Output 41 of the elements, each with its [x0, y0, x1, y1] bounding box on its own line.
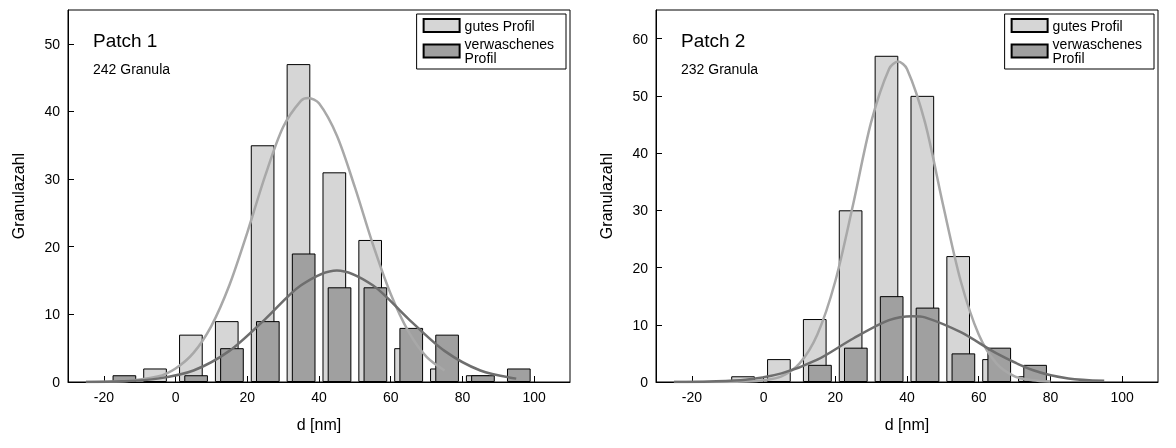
- x-axis-title: d [nm]: [884, 415, 930, 433]
- legend-label: verwaschenes Profil: [1052, 36, 1147, 66]
- line-series: [84, 269, 518, 384]
- x-tick-label: 80: [1042, 389, 1059, 405]
- x-tick-label: 40: [899, 389, 915, 405]
- text: 232 Granula: [681, 61, 759, 77]
- y-tick-label: 40: [632, 145, 649, 162]
- y-tick-label: 0: [640, 374, 649, 390]
- y-tick-label: 30: [632, 202, 649, 219]
- x-tick-label: 60: [382, 389, 399, 405]
- legend-label: verwaschenes Profil: [464, 36, 559, 66]
- y-tick-label: 60: [632, 30, 649, 47]
- line-series: [672, 314, 1106, 384]
- x-tick-label: 20: [827, 389, 844, 405]
- text: Patch 1: [93, 30, 158, 51]
- x-tick-label: 0: [171, 389, 180, 405]
- y-tick-label: 50: [44, 35, 61, 52]
- y-axis-title: Granulazahl: [9, 152, 27, 240]
- y-tick-label: 20: [44, 238, 61, 255]
- x-tick-label: 100: [522, 389, 547, 405]
- x-tick-label: -20: [93, 389, 115, 405]
- x-tick-label: 20: [239, 389, 256, 405]
- y-tick-label: 40: [44, 103, 61, 120]
- y-tick-label: 50: [632, 87, 649, 104]
- x-tick-label: -20: [681, 389, 703, 405]
- x-tick-label: 40: [311, 389, 327, 405]
- y-tick-label: 10: [44, 306, 61, 323]
- x-tick-label: 60: [970, 389, 987, 405]
- y-tick-label: 30: [44, 171, 61, 188]
- x-axis-title: d [nm]: [296, 415, 342, 433]
- text: Patch 2: [681, 30, 746, 51]
- x-tick-label: 100: [1110, 389, 1135, 405]
- y-tick-label: 10: [632, 316, 649, 333]
- y-tick-label: 20: [632, 259, 649, 276]
- text: 242 Granula: [93, 61, 171, 77]
- y-axis-title: Granulazahl: [597, 152, 615, 240]
- legend-label: gutes Profil: [464, 17, 535, 34]
- x-tick-label: 0: [759, 389, 768, 405]
- x-tick-label: 80: [454, 389, 471, 405]
- y-tick-label: 0: [52, 374, 61, 390]
- legend-label: gutes Profil: [1052, 17, 1123, 34]
